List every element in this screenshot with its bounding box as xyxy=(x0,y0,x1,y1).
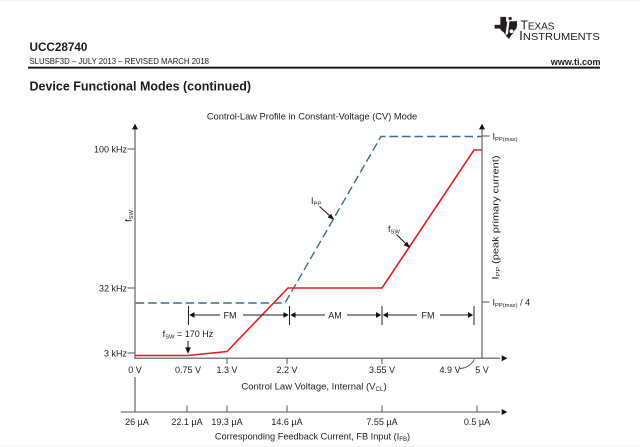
svg-text:TEXAS: TEXAS xyxy=(521,18,555,32)
svg-text:3.55 V: 3.55 V xyxy=(369,365,395,375)
svg-text:32 kHz: 32 kHz xyxy=(99,283,128,293)
svg-text:IPP(max) / 4: IPP(max) / 4 xyxy=(493,297,531,309)
svg-text:Control Law Voltage, Internal: Control Law Voltage, Internal (VCL) xyxy=(241,382,386,394)
svg-text:4.9 V: 4.9 V xyxy=(439,365,460,375)
svg-text:AM: AM xyxy=(328,311,342,321)
svg-text:SLUSBF3D – JULY 2013 – REVISED: SLUSBF3D – JULY 2013 – REVISED MARCH 201… xyxy=(30,57,210,66)
svg-text:0.5 µA: 0.5 µA xyxy=(464,417,490,427)
svg-text:0.75 V: 0.75 V xyxy=(175,365,201,375)
svg-text:19.3 µA: 19.3 µA xyxy=(211,417,242,427)
svg-text:fSW = 170 Hz: fSW = 170 Hz xyxy=(163,329,214,341)
svg-text:7.55 µA: 7.55 µA xyxy=(366,417,397,427)
svg-text:IPP (peak primary current): IPP (peak primary current) xyxy=(490,156,502,280)
svg-text:1.3 V: 1.3 V xyxy=(216,365,237,375)
svg-text:Device Functional Modes (conti: Device Functional Modes (continued) xyxy=(30,80,252,94)
svg-text:Control-Law Profile in Constan: Control-Law Profile in Constant-Voltage … xyxy=(207,112,417,122)
svg-text:UCC28740: UCC28740 xyxy=(30,41,88,54)
svg-text:Corresponding Feedback Current: Corresponding Feedback Current, FB Input… xyxy=(215,432,410,444)
svg-text:IPP: IPP xyxy=(311,196,321,208)
svg-text:FM: FM xyxy=(224,311,237,321)
svg-text:26 µA: 26 µA xyxy=(125,417,149,427)
svg-text:IPP(max): IPP(max) xyxy=(493,131,518,143)
svg-text:INSTRUMENTS: INSTRUMENTS xyxy=(519,29,600,43)
svg-text:22.1 µA: 22.1 µA xyxy=(171,417,202,427)
svg-text:2.2 V: 2.2 V xyxy=(276,365,297,375)
svg-text:3 kHz: 3 kHz xyxy=(104,348,128,358)
svg-text:0 V: 0 V xyxy=(128,365,142,375)
svg-text:14.6 µA: 14.6 µA xyxy=(271,417,302,427)
svg-text:www.ti.com: www.ti.com xyxy=(550,57,601,67)
svg-text:fSW: fSW xyxy=(388,224,400,236)
svg-text:fSW: fSW xyxy=(123,210,135,222)
svg-text:FM: FM xyxy=(422,311,435,321)
svg-text:5 V: 5 V xyxy=(475,365,489,375)
svg-text:100 kHz: 100 kHz xyxy=(94,144,128,154)
